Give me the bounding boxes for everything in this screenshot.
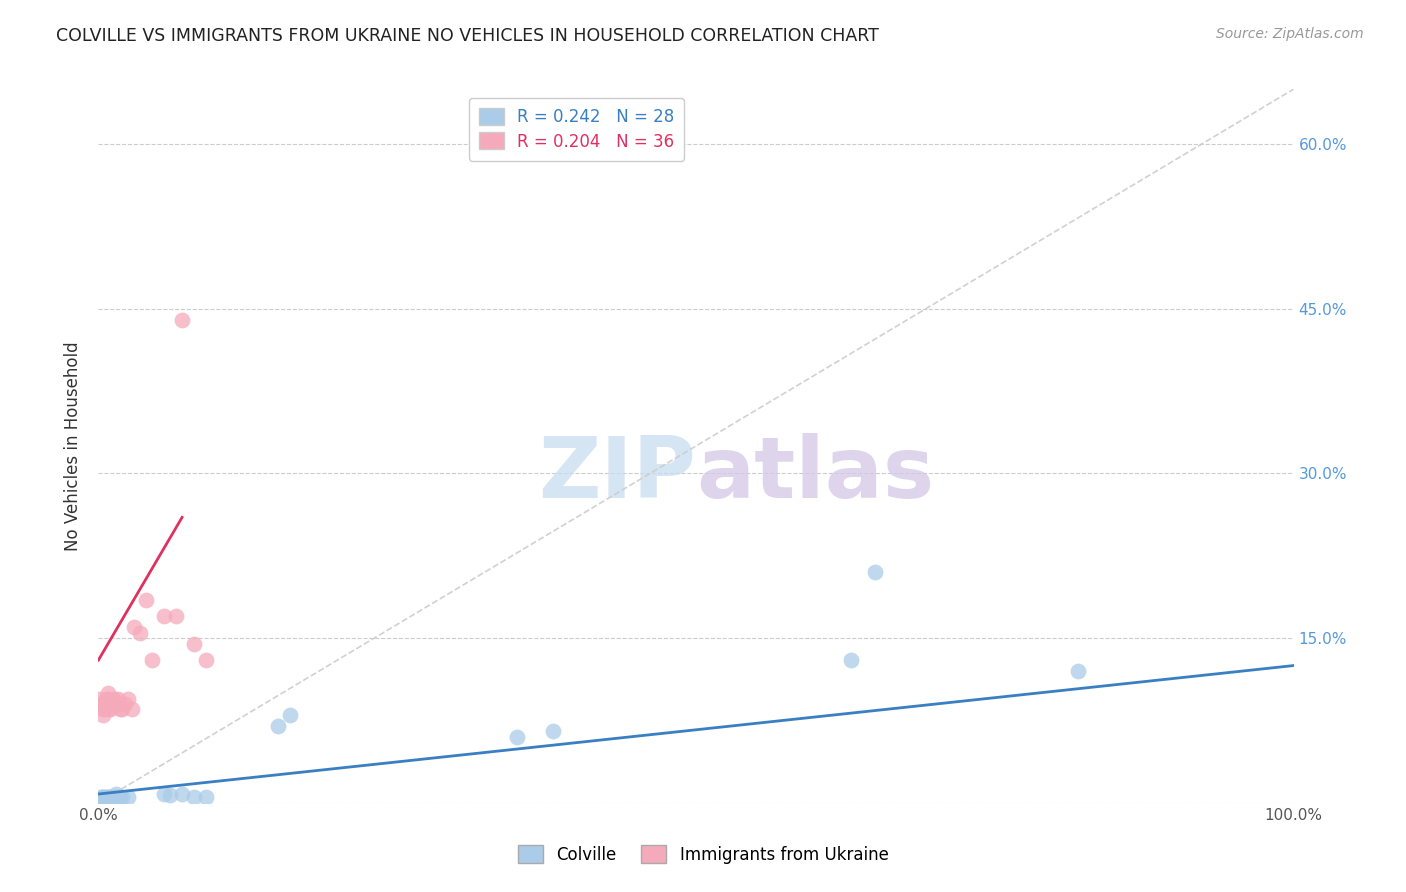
Point — [865, 566, 887, 580]
Point — [94, 691, 117, 706]
Point — [165, 609, 187, 624]
Y-axis label: No Vehicles in Household: No Vehicles in Household — [65, 341, 83, 551]
Point — [541, 724, 564, 739]
Point — [103, 691, 125, 706]
Point — [96, 792, 118, 806]
Point — [91, 708, 114, 723]
Point — [129, 625, 152, 640]
Point — [1067, 664, 1090, 678]
Text: Source: ZipAtlas.com: Source: ZipAtlas.com — [1216, 27, 1364, 41]
Point — [172, 312, 194, 326]
Point — [124, 620, 146, 634]
Point — [121, 702, 143, 716]
Point — [114, 697, 136, 711]
Text: ZIP: ZIP — [538, 433, 696, 516]
Point — [103, 790, 125, 805]
Point — [93, 790, 115, 805]
Point — [117, 691, 139, 706]
Point — [153, 787, 176, 801]
Point — [183, 790, 205, 805]
Point — [195, 790, 218, 805]
Point — [97, 697, 120, 711]
Point — [104, 697, 127, 711]
Point — [93, 702, 115, 716]
Point — [98, 702, 121, 716]
Point — [135, 592, 157, 607]
Point — [91, 790, 114, 805]
Point — [98, 790, 121, 805]
Text: COLVILLE VS IMMIGRANTS FROM UKRAINE NO VEHICLES IN HOUSEHOLD CORRELATION CHART: COLVILLE VS IMMIGRANTS FROM UKRAINE NO V… — [56, 27, 879, 45]
Point — [183, 637, 205, 651]
Point — [111, 702, 134, 716]
Point — [278, 708, 301, 723]
Point — [105, 787, 128, 801]
Point — [93, 697, 115, 711]
Point — [111, 790, 134, 805]
Point — [117, 790, 139, 805]
Point — [100, 697, 122, 711]
Point — [96, 697, 118, 711]
Point — [96, 691, 118, 706]
Point — [94, 790, 117, 805]
Point — [98, 697, 122, 711]
Point — [97, 686, 120, 700]
Point — [101, 691, 124, 706]
Legend: Colville, Immigrants from Ukraine: Colville, Immigrants from Ukraine — [510, 838, 896, 871]
Point — [91, 790, 114, 805]
Point — [105, 697, 128, 711]
Legend: R = 0.242   N = 28, R = 0.204   N = 36: R = 0.242 N = 28, R = 0.204 N = 36 — [468, 97, 685, 161]
Point — [90, 697, 112, 711]
Point — [98, 702, 122, 716]
Point — [91, 702, 114, 716]
Point — [506, 730, 529, 744]
Point — [107, 697, 129, 711]
Point — [172, 787, 194, 801]
Point — [100, 790, 122, 805]
Point — [97, 790, 120, 805]
Point — [141, 653, 163, 667]
Text: atlas: atlas — [696, 433, 934, 516]
Point — [195, 653, 218, 667]
Point — [90, 790, 112, 805]
Point — [107, 790, 129, 805]
Point — [91, 697, 114, 711]
Point — [108, 790, 131, 805]
Point — [267, 719, 290, 733]
Point — [841, 653, 863, 667]
Point — [153, 609, 176, 624]
Point — [159, 788, 181, 802]
Point — [107, 691, 129, 706]
Point — [108, 702, 131, 716]
Point — [98, 790, 122, 805]
Point — [89, 691, 111, 706]
